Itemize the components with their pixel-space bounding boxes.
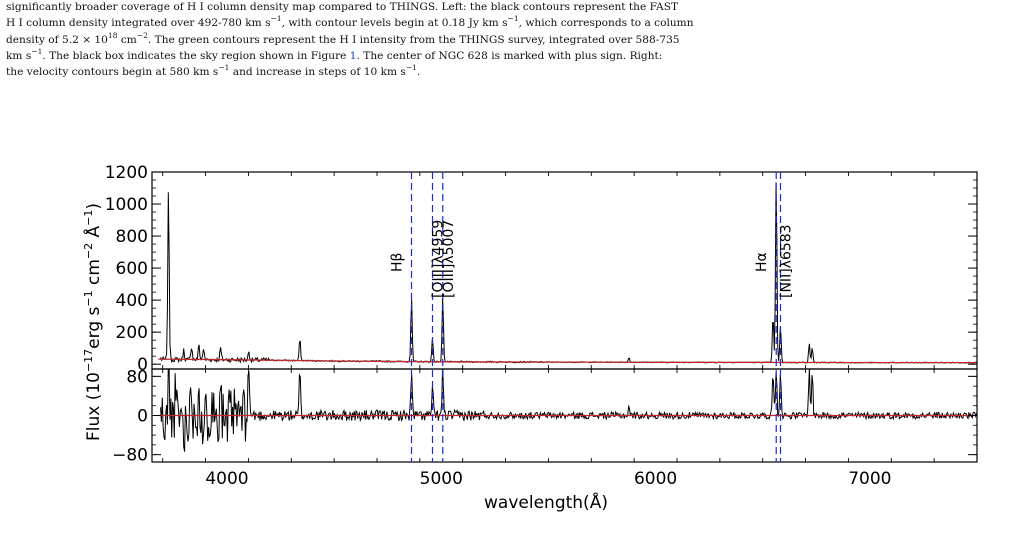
x-tick-label: 6000: [634, 469, 677, 489]
x-tick-label: 7000: [848, 469, 891, 489]
y-axis-label-superscript: −1: [82, 210, 95, 226]
line-marker-label: [OIII]λ5007: [441, 220, 457, 298]
y-axis-label-text: cm: [84, 259, 104, 290]
line-marker-label: Hα: [754, 252, 770, 272]
x-tick-label: 4000: [205, 469, 248, 489]
residual-spectrum-line: [160, 369, 977, 452]
y-tick-label: 1200: [105, 163, 148, 183]
y-tick-label: 0: [137, 407, 148, 427]
y-axis-label-superscript: −2: [82, 243, 95, 259]
caption-line-4: km s−1. The black box indicates the sky …: [6, 46, 663, 62]
caption-line-2: H I column density integrated over 492-7…: [6, 14, 694, 30]
y-axis-label-superscript: −17: [82, 349, 95, 372]
caption-line-1: significantly broader coverage of H I co…: [6, 1, 679, 13]
y-tick-label: −80: [112, 446, 148, 466]
residual-panel: −80 0 80 4000 5000 6000 7000: [112, 367, 978, 489]
y-tick-label: 80: [126, 367, 148, 387]
y-tick-label: 800: [116, 227, 148, 247]
spectrum-plot-area: [158, 182, 977, 364]
line-marker-label: [NII]λ6583: [779, 224, 795, 298]
y-axis-label-superscript: −1: [82, 290, 95, 306]
spectrum-panel: 0 200 400 600 800 1000 1200: [105, 163, 978, 375]
spectrum-frame: [151, 171, 978, 370]
x-tick-label: 5000: [420, 469, 463, 489]
figure-reference-link[interactable]: 1: [349, 49, 357, 62]
y-tick-label: 200: [116, 323, 148, 343]
residual-plot-area: [158, 369, 977, 452]
x-axis-label: wavelength(Å): [484, 491, 608, 513]
caption-line-5: the velocity contours begin at 580 km s−…: [6, 63, 421, 79]
model-continuum-line: [158, 358, 977, 364]
y-axis-label: Flux (10−17erg s−1 cm−2 Å−1): [82, 203, 104, 441]
y-tick-label: 0: [137, 355, 148, 375]
emission-line-markers: Hβ [OIII]λ4959[OIII]λ5007 Hα [NII]λ6583: [390, 172, 795, 462]
observed-spectrum-line: [160, 182, 977, 364]
y-tick-label: 1000: [105, 195, 148, 215]
line-marker-label: Hβ: [390, 253, 406, 272]
y-axis-label-text: ): [84, 203, 104, 210]
y-axis-label-text: erg s: [84, 306, 104, 348]
y-axis-label-text: Å: [82, 225, 104, 242]
y-tick-label: 400: [116, 291, 148, 311]
y-axis-label-text: Flux (10: [84, 372, 104, 441]
caption-line-3: density of 5.2 × 1018 cm−2. The green co…: [6, 30, 680, 46]
y-tick-label: 600: [116, 259, 148, 279]
figure-caption: significantly broader coverage of H I co…: [6, 0, 1029, 80]
